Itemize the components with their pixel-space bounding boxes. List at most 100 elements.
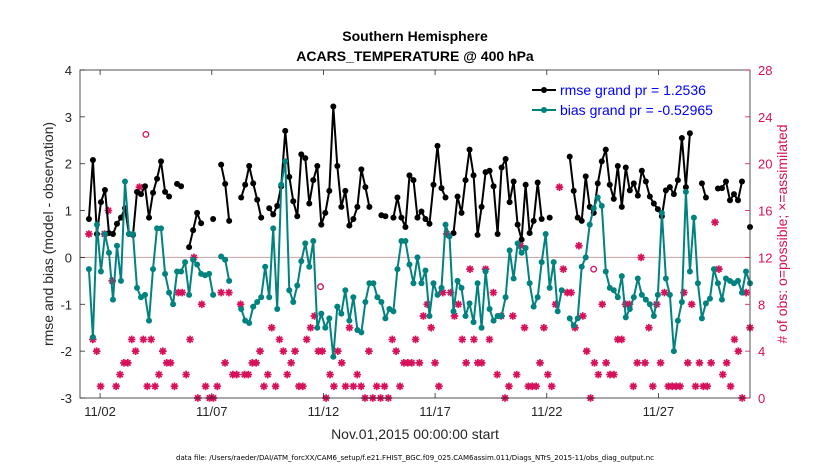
bias-point (302, 240, 309, 247)
assimilated-count-marker (726, 382, 735, 391)
rmse-point (514, 221, 521, 228)
bias-point (262, 263, 269, 270)
bias-point (318, 310, 325, 317)
bias-point (250, 303, 257, 310)
assimilated-count-marker (143, 382, 152, 391)
assimilated-count-marker (92, 347, 101, 355)
bias-line-segment (568, 190, 751, 353)
bias-point (706, 295, 713, 302)
rmse-point (702, 194, 709, 201)
bias-point (462, 313, 469, 319)
assimilated-count-marker (598, 300, 607, 309)
assimilated-count-marker (236, 300, 245, 309)
y-axis-label-right: # of obs: o=possible; ×=assimilated (774, 124, 790, 343)
bias-point (614, 294, 621, 301)
assimilated-count-marker (656, 359, 665, 367)
rmse-point (270, 211, 277, 218)
rmse-point (522, 181, 529, 188)
bias-point (570, 322, 577, 329)
rmse-point (242, 181, 249, 188)
rmse-point (366, 203, 373, 210)
bias-point (414, 254, 421, 261)
rmse-point (338, 203, 345, 210)
assimilated-count-marker (582, 347, 591, 355)
rmse-point (266, 205, 273, 212)
rmse-point (422, 216, 429, 223)
assimilated-count-marker (485, 335, 494, 344)
legend-rmse-marker (541, 87, 547, 93)
bias-point (442, 221, 449, 228)
bias-point (150, 266, 157, 273)
rmse-point (682, 184, 689, 191)
assimilated-count-marker (96, 382, 105, 391)
bias-point (134, 284, 141, 291)
assimilated-count-marker (594, 370, 603, 379)
rmse-point (294, 213, 301, 220)
rmse-point (726, 197, 733, 204)
bias-point (330, 353, 337, 360)
assimilated-count-marker (672, 382, 680, 391)
assimilated-count-marker (326, 370, 334, 379)
assimilated-count-marker (680, 288, 688, 297)
bias-point (698, 315, 705, 322)
bias-point (666, 291, 673, 298)
rmse-point (138, 191, 145, 198)
rmse-point (606, 181, 613, 188)
bias-point (674, 317, 681, 324)
bias-point (402, 238, 409, 245)
bias-point (438, 284, 445, 291)
assimilated-count-marker (345, 323, 354, 332)
assimilated-count-marker (613, 335, 622, 344)
footnote: data file: /Users/raeder/DAI/ATM_forcXX/… (176, 454, 654, 462)
assimilated-count-marker (295, 382, 303, 391)
rmse-point (162, 188, 169, 195)
rmse-line-segment (188, 211, 203, 248)
assimilated-count-marker (532, 382, 540, 391)
assimilated-count-marker (291, 347, 299, 355)
assimilated-count-marker (380, 382, 389, 391)
bias-line-segment (87, 180, 215, 339)
rmse-point (146, 214, 153, 221)
bias-point (290, 298, 297, 305)
assimilated-count-marker (668, 382, 677, 391)
legend-bias-label: bias grand pr = -0.52965 (560, 102, 713, 118)
y-tick-label-right: 8 (758, 297, 765, 312)
rmse-point (538, 216, 545, 223)
bias-point (718, 296, 725, 303)
y-tick-label-left: 2 (65, 157, 72, 172)
bias-point (310, 238, 317, 245)
assimilated-count-marker (120, 359, 128, 367)
possible-count-marker (590, 265, 598, 273)
bias-point (246, 320, 253, 327)
chart-subtitle: ACARS_TEMPERATURE @ 400 hPa (296, 48, 534, 64)
assimilated-count-marker (423, 300, 432, 309)
rmse-point (534, 179, 541, 186)
bias-point (105, 249, 112, 256)
rmse-point (474, 231, 481, 238)
assimilated-count-marker (248, 359, 257, 367)
bias-point (458, 284, 465, 291)
bias-point (286, 287, 293, 294)
assimilated-count-marker (341, 382, 350, 391)
assimilated-count-marker (676, 382, 684, 391)
y-tick-label-right: 4 (758, 344, 765, 359)
rmse-point (582, 173, 589, 180)
chart-title: Southern Hemisphere (342, 28, 488, 44)
rmse-point (117, 214, 124, 221)
bias-point (590, 205, 597, 212)
bias-point (298, 258, 305, 265)
assimilated-count-marker (454, 300, 463, 309)
bias-point (418, 280, 425, 287)
bias-point (97, 268, 104, 275)
rmse-point (502, 156, 509, 163)
assimilated-count-marker (547, 382, 556, 391)
x-axis-label: Nov.01,2015 00:00:00 start (331, 426, 499, 442)
assimilated-count-marker (633, 359, 642, 367)
assimilated-count-marker (388, 335, 397, 344)
assimilated-count-marker (244, 370, 253, 379)
y-tick-label-left: 0 (65, 250, 72, 265)
assimilated-count-marker (466, 265, 474, 273)
rmse-point (674, 177, 681, 184)
rmse-point (686, 130, 693, 137)
